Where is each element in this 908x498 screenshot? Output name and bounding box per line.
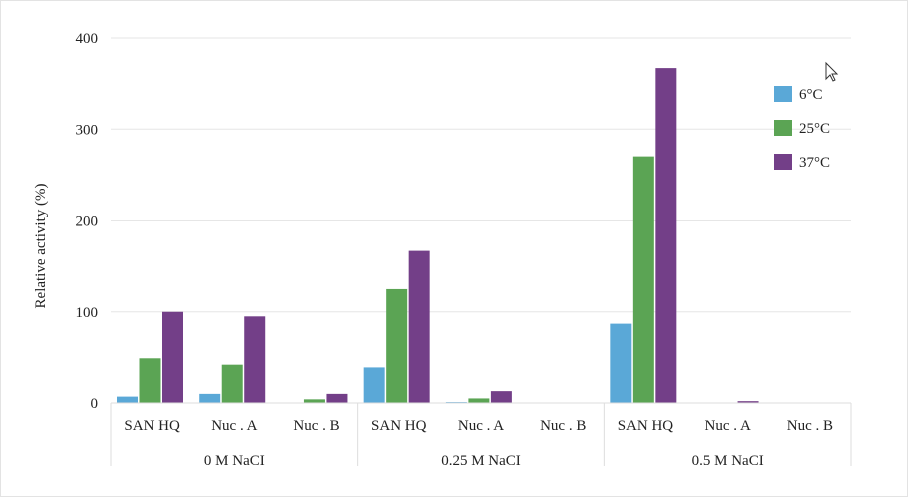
y-tick-label: 200 xyxy=(76,214,99,230)
legend-label: 6°C xyxy=(799,87,823,103)
y-tick-label: 300 xyxy=(76,122,99,138)
bar xyxy=(199,393,221,403)
bar xyxy=(139,358,161,403)
bar xyxy=(162,311,183,403)
group-label: 0 M NaCI xyxy=(204,453,265,469)
category-label: Nuc . B xyxy=(787,418,833,434)
category-label: SAN HQ xyxy=(371,418,427,434)
bar xyxy=(117,396,138,403)
group-label: 0.5 M NaCI xyxy=(692,453,764,469)
y-tick-label: 0 xyxy=(91,396,99,412)
category-label: SAN HQ xyxy=(618,418,674,434)
bar xyxy=(632,156,654,403)
legend-swatch xyxy=(774,154,792,170)
legend-label: 37°C xyxy=(799,155,830,171)
y-axis-label: Relative activity (%) xyxy=(33,184,49,309)
category-label: Nuc . A xyxy=(705,418,751,434)
category-label: Nuc . B xyxy=(540,418,586,434)
bar xyxy=(326,393,348,403)
bar xyxy=(610,323,632,403)
category-label: SAN HQ xyxy=(124,418,180,434)
bar xyxy=(221,364,243,403)
bar xyxy=(737,401,759,403)
legend-swatch xyxy=(774,120,792,136)
y-tick-label: 100 xyxy=(76,305,99,321)
bar xyxy=(408,250,430,403)
bar xyxy=(655,68,677,404)
legend-label: 25°C xyxy=(799,121,830,137)
bar xyxy=(490,391,512,403)
y-tick-label: 400 xyxy=(76,31,99,47)
category-label: Nuc . A xyxy=(458,418,504,434)
group-label: 0.25 M NaCI xyxy=(441,453,521,469)
bar xyxy=(468,398,490,403)
category-label: Nuc . B xyxy=(293,418,339,434)
bar xyxy=(363,367,385,403)
legend-swatch xyxy=(774,86,792,102)
category-label: Nuc . A xyxy=(211,418,257,434)
bar xyxy=(386,288,408,403)
bar xyxy=(244,316,266,403)
bar xyxy=(303,399,325,403)
